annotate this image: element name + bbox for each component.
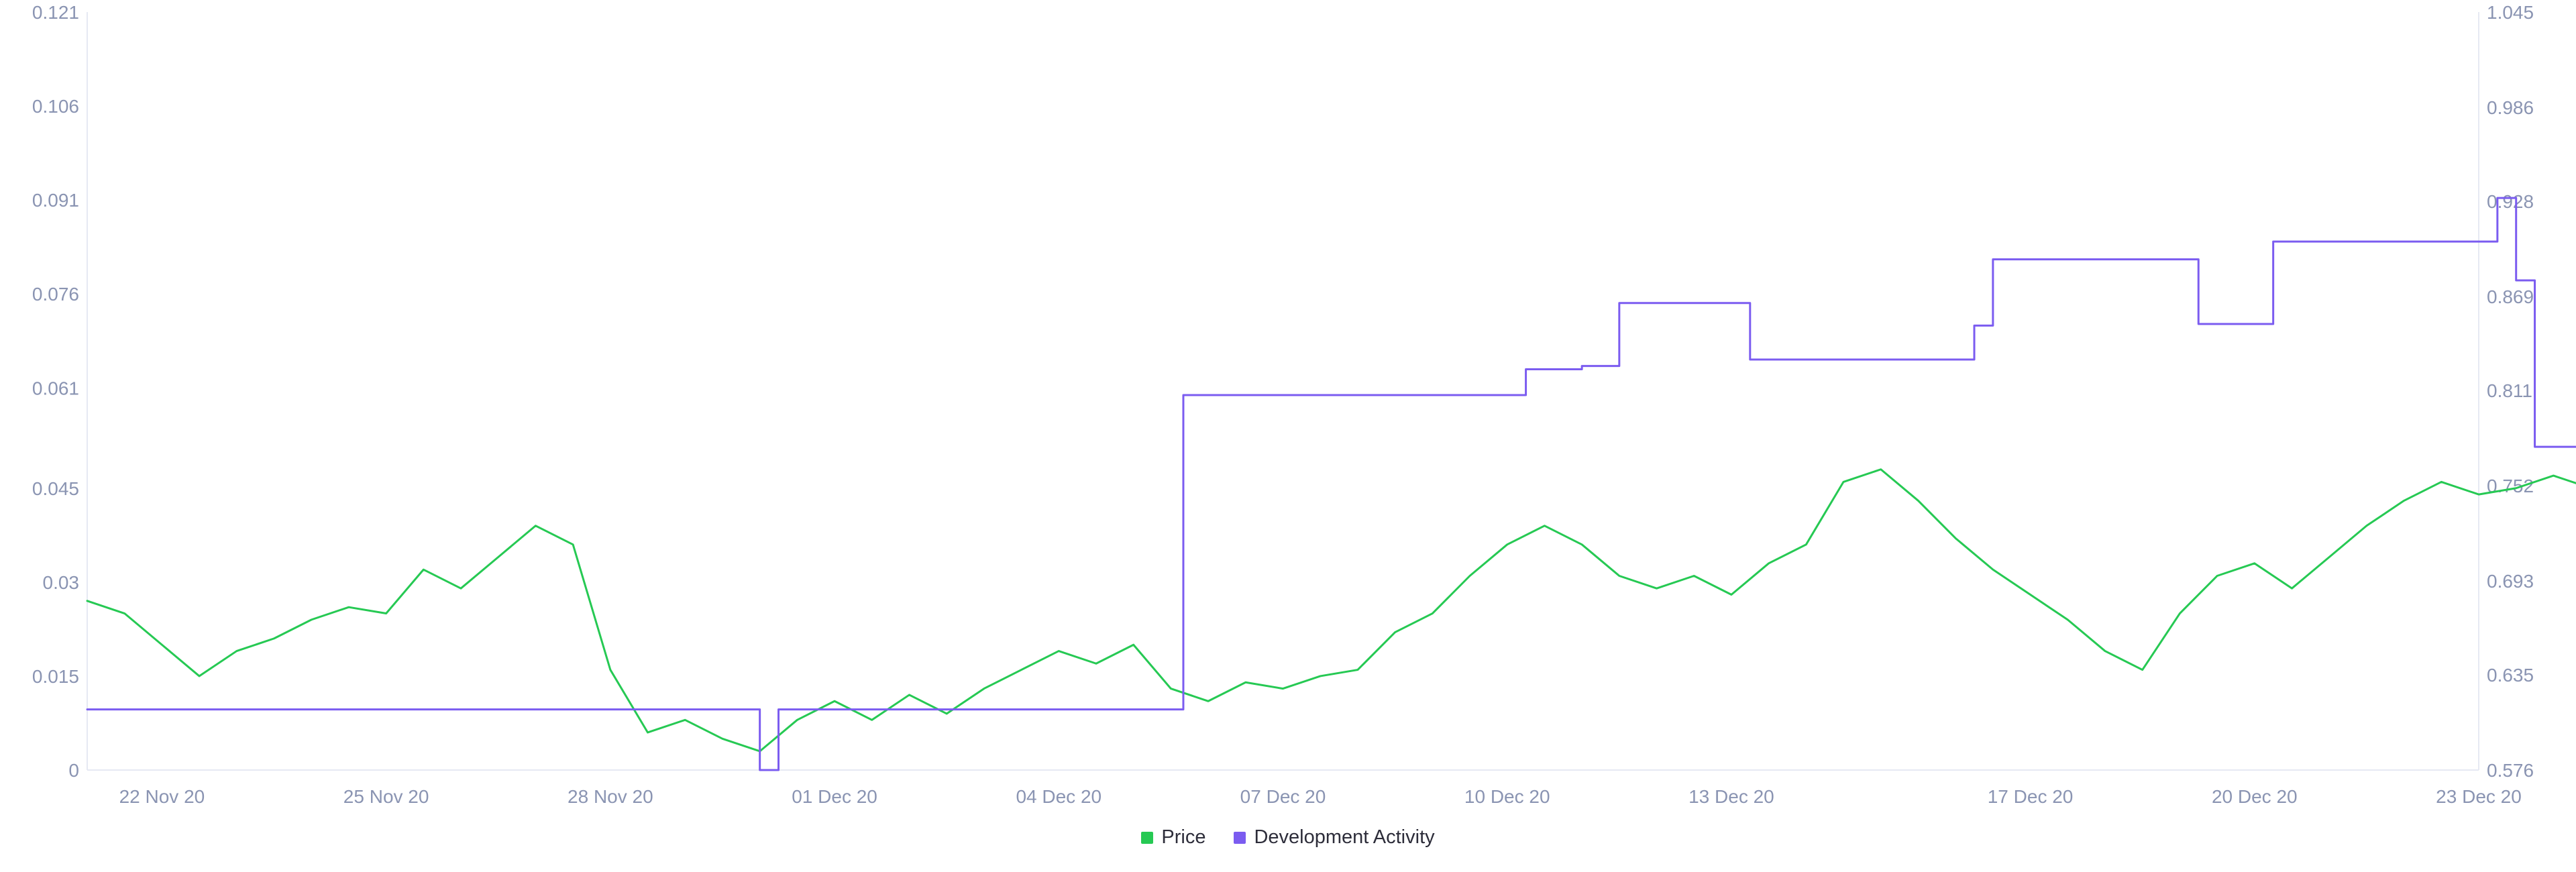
left-axis-tick-label: 0.121 (32, 2, 79, 23)
left-axis-tick-label: 0 (68, 760, 79, 781)
left-axis-tick-label: 0.045 (32, 478, 79, 499)
left-axis-tick-label: 0.061 (32, 378, 79, 398)
price-swatch (1141, 831, 1154, 844)
right-axis-ticks: 0.576 0.635 0.693 0.752 0.811 0.869 0.928 0.986… (2487, 2, 2534, 781)
right-axis-tick-label: 0.635 (2487, 665, 2534, 686)
right-axis-tick-label: 0.576 (2487, 760, 2534, 781)
left-axis-tick-label: 0.03 (43, 572, 80, 593)
left-axis-tick-label: 0.106 (32, 96, 79, 117)
right-axis-tick-label: 0.869 (2487, 286, 2534, 307)
left-axis-tick-label: 0.015 (32, 666, 79, 687)
x-axis-tick-label: 25 Nov 20 (343, 786, 429, 807)
x-axis-ticks: 22 Nov 20 25 Nov 20 28 Nov 20 01 Dec 20 04 D… (119, 786, 2522, 807)
right-axis-tick-label: 0.928 (2487, 191, 2534, 212)
left-axis-tick-label: 0.091 (32, 190, 79, 211)
legend-development-activity-label: Development Activity (1254, 826, 1435, 848)
price-line (86, 468, 2576, 753)
legend-item-development-activity[interactable]: Development Activity (1234, 826, 1435, 849)
x-axis-tick-label: 04 Dec 20 (1016, 786, 1102, 807)
x-axis-tick-label: 23 Dec 20 (2436, 786, 2522, 807)
left-axis-tick-label: 0.076 (32, 284, 79, 305)
x-axis-tick-label: 13 Dec 20 (1688, 786, 1774, 807)
right-axis-tick-label: 0.986 (2487, 97, 2534, 118)
left-axis-ticks: 0 0.015 0.03 0.045 0.061 0.076 0.091 0.106 0.121 (32, 2, 79, 781)
right-axis-tick-label: 0.693 (2487, 571, 2534, 592)
plot-frame (87, 12, 2479, 771)
x-axis-tick-label: 28 Nov 20 (568, 786, 653, 807)
x-axis-tick-label: 20 Dec 20 (2212, 786, 2298, 807)
chart-legend: Price Development Activity (0, 826, 2576, 849)
right-axis-tick-label: 0.752 (2487, 476, 2534, 496)
series-layer (86, 197, 2576, 771)
development-activity-swatch (1234, 831, 1246, 844)
right-axis-tick-label: 1.045 (2487, 2, 2534, 23)
development-activity-line (86, 197, 2576, 771)
x-axis-tick-label: 22 Nov 20 (119, 786, 205, 807)
legend-price-label: Price (1161, 826, 1206, 848)
right-axis-tick-label: 0.811 (2487, 380, 2532, 401)
x-axis-tick-label: 10 Dec 20 (1464, 786, 1550, 807)
legend-item-price[interactable]: Price (1141, 826, 1205, 849)
x-axis-tick-label: 17 Dec 20 (1988, 786, 2074, 807)
x-axis-tick-label: 07 Dec 20 (1240, 786, 1326, 807)
x-axis-tick-label: 01 Dec 20 (792, 786, 877, 807)
